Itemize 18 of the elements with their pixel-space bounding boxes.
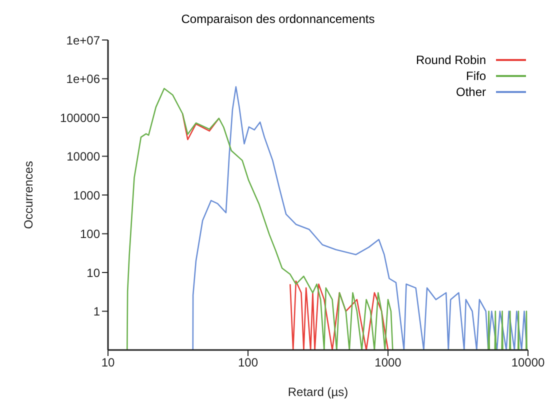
legend-label: Other (456, 84, 486, 100)
x-tick-label: 1000 (374, 356, 402, 370)
y-tick-label: 1e+06 (66, 72, 100, 86)
y-tick-label: 1 (93, 304, 100, 319)
y-tick-label: 100000 (60, 110, 100, 125)
x-tick-label: 10000 (511, 356, 546, 370)
x-tick-label: 100 (238, 356, 258, 370)
y-axis-title: Occurrences (21, 160, 36, 230)
y-tick-label: 100 (80, 227, 100, 242)
y-tick-label: 1000 (73, 188, 100, 202)
legend-label: Fifo (466, 68, 486, 84)
x-axis-title: Retard (µs) (288, 385, 348, 399)
legend-label: Round Robin (416, 52, 486, 68)
y-tick-label: 10000 (66, 150, 100, 164)
x-tick-label: 10 (101, 356, 115, 370)
y-tick-label: 1e+07 (66, 33, 100, 48)
chart-title: Comparaison des ordonnancements (180, 11, 376, 28)
y-tick-label: 10 (86, 266, 100, 280)
